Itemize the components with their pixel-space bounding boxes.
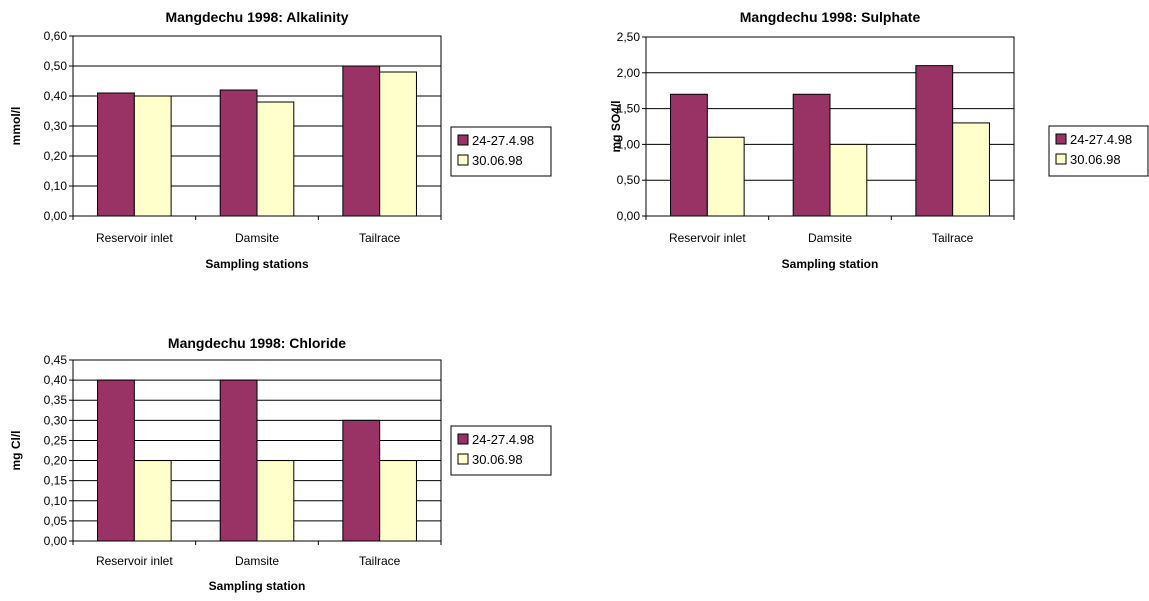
y-tick-label: 0,40 [44,89,68,103]
y-tick-label: 0,35 [44,393,68,407]
y-tick-label: 0,45 [44,353,68,367]
y-tick-label: 0,50 [617,173,641,187]
y-tick-label: 1,50 [617,102,641,116]
bar-30-06-98-damsite [829,143,868,217]
bar-30-06-98-damsite [256,101,295,217]
legend-swatch-30-06-98 [457,453,469,465]
legend-swatch-30-06-98 [1055,153,1067,165]
bar-24-27-4-98-damsite [219,89,258,217]
y-tick-label: 0,20 [44,454,68,468]
y-tick-label: 0,00 [44,534,68,548]
bar-24-27-4-98-tailrace [342,419,381,542]
legend-label: 30.06.98 [472,452,523,467]
bar-30-06-98-tailrace [379,71,417,217]
legend-box [1048,125,1149,177]
y-axis-label: mmol/l [9,107,23,146]
legend-swatch-24-27-4-98 [457,433,469,445]
y-axis-label: mg SO4/l [609,100,623,152]
legend-label: 30.06.98 [1070,152,1121,167]
x-tick-label: Tailrace [359,231,401,245]
y-tick-label: 0,30 [44,119,68,133]
y-tick-label: 0,25 [44,433,68,447]
legend-swatch-24-27-4-98 [1055,133,1067,145]
x-axis-label: Sampling stations [205,257,309,271]
y-tick-label: 0,40 [44,373,68,387]
x-axis-label: Sampling station [782,257,879,271]
chloride-chart: Mangdechu 1998: Chloride 0,00 0,05 0,10 0,15… [9,335,552,593]
bar-24-27-4-98-reservoir-inlet [670,93,708,217]
y-axis-label: mg Cl/l [9,430,23,470]
y-tick-label: 0,50 [44,59,68,73]
bar-24-27-4-98-tailrace [342,65,381,217]
y-tick-label: 0,05 [44,514,68,528]
y-tick-label: 0,30 [44,413,68,427]
chart-title: Mangdechu 1998: Chloride [168,335,346,351]
bar-30-06-98-reservoir-inlet [133,460,172,542]
legend: 24-27.4.98 30.06.98 [1048,125,1149,177]
bar-24-27-4-98-reservoir-inlet [97,92,135,217]
legend-label: 30.06.98 [472,153,523,168]
bar-24-27-4-98-reservoir-inlet [97,379,135,542]
y-tick-label: 0,00 [617,209,641,223]
y-tick-label: 0,00 [44,209,68,223]
y-tick-label: 0,10 [44,179,68,193]
x-tick-label: Reservoir inlet [96,231,173,245]
x-tick-label: Reservoir inlet [669,231,746,245]
x-tick-label: Damsite [235,554,279,568]
legend-box [450,126,552,177]
chart-title: Mangdechu 1998: Sulphate [740,9,921,25]
legend-label: 24-27.4.98 [1070,132,1132,147]
y-tick-label: 0,10 [44,494,68,508]
bar-30-06-98-reservoir-inlet [706,136,745,217]
sulphate-chart: Mangdechu 1998: Sulphate 0,00 0,50 1,00 1,50… [609,9,1149,271]
bar-30-06-98-tailrace [952,122,990,217]
bar-24-27-4-98-damsite [219,379,258,542]
bar-24-27-4-98-damsite [792,93,831,217]
y-tick-label: 0,15 [44,474,68,488]
y-tick-label: 1,00 [617,137,641,151]
legend-swatch-30-06-98 [457,154,469,166]
legend-label: 24-27.4.98 [472,432,534,447]
alkalinity-chart: Mangdechu 1998: Alkalinity 0,00 0,10 0,20 0,… [9,9,552,271]
legend: 24-27.4.98 30.06.98 [450,425,552,476]
legend-swatch-24-27-4-98 [457,134,469,146]
y-tick-label: 0,60 [44,29,68,43]
x-tick-label: Tailrace [932,231,974,245]
bar-24-27-4-98-tailrace [915,65,954,217]
bar-30-06-98-reservoir-inlet [133,95,172,217]
x-tick-label: Tailrace [359,554,401,568]
bar-30-06-98-tailrace [379,460,417,542]
x-tick-label: Damsite [808,231,852,245]
y-tick-label: 2,50 [617,30,641,44]
legend: 24-27.4.98 30.06.98 [450,126,552,177]
bar-30-06-98-damsite [256,460,295,542]
legend-label: 24-27.4.98 [472,133,534,148]
x-tick-label: Reservoir inlet [96,554,173,568]
x-tick-label: Damsite [235,231,279,245]
y-tick-label: 2,00 [617,66,641,80]
y-tick-label: 0,20 [44,149,68,163]
x-axis-label: Sampling station [209,579,306,593]
chart-title: Mangdechu 1998: Alkalinity [165,9,348,25]
